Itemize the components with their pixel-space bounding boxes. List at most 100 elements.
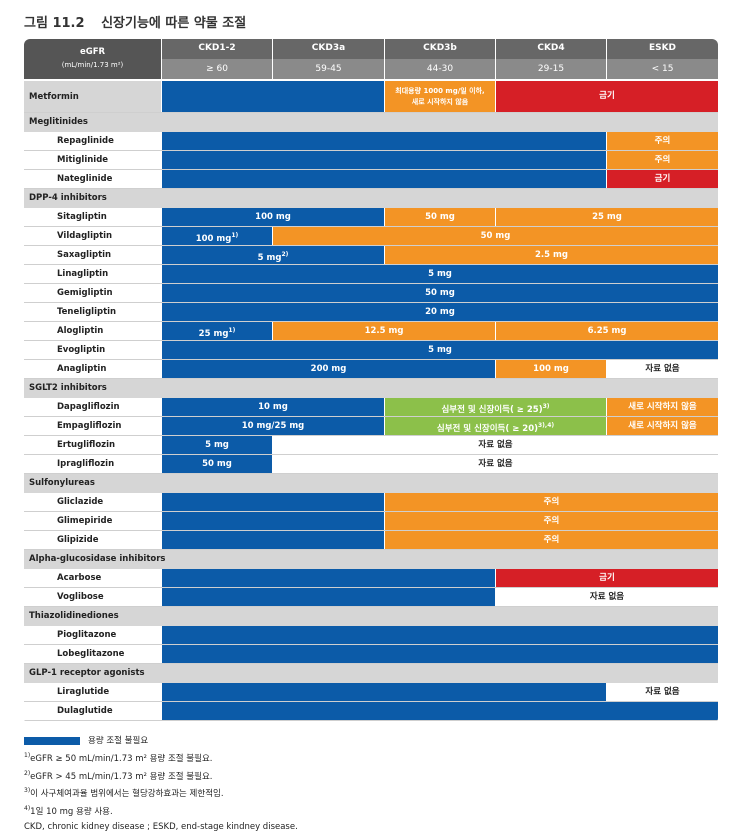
- legend-swatch: [24, 736, 80, 745]
- section-header: Thiazolidinediones: [24, 607, 718, 626]
- drug-name: Sitagliptin: [24, 208, 161, 227]
- section-header: Sulfonylureas: [24, 474, 718, 493]
- stage-header-ckd3b: CKD3b 44-30: [385, 39, 495, 79]
- section-header: DPP-4 inhibitors: [24, 189, 718, 208]
- drug-name: Nateglinide: [24, 170, 161, 189]
- dose-cell: [162, 569, 495, 587]
- dose-cell-text: 2.5 mg: [535, 250, 568, 260]
- legend: 용량 조절 불필요: [24, 734, 148, 746]
- footnote-2-text: eGFR > 45 mL/min/1.73 m² 용량 조절 불필요.: [30, 772, 213, 782]
- row-divider: [24, 188, 718, 189]
- row-divider: [24, 321, 718, 322]
- dose-cell-text: 25 mg: [592, 212, 622, 222]
- row-divider: [24, 283, 718, 284]
- egfr-header: eGFR (mL/min/1.73 m²): [24, 39, 161, 79]
- abbreviations: CKD, chronic kidney disease ; ESKD, end-…: [24, 822, 298, 832]
- footnote-1-marker: 1): [24, 752, 31, 760]
- dose-cell: 6.25 mg: [496, 322, 718, 340]
- dose-cell-text: 금기: [599, 91, 615, 101]
- dose-cell: 주의: [607, 132, 718, 150]
- dose-cell-text: 5 mg: [428, 345, 452, 355]
- dose-cell-text: 자료 없음: [478, 459, 513, 469]
- stage-label: CKD4: [537, 43, 565, 53]
- drug-name: Linagliptin: [24, 265, 161, 284]
- row-divider: [24, 245, 718, 246]
- row-divider: [24, 663, 718, 664]
- row-divider: [24, 302, 718, 303]
- dose-cell-line1: 최대용량 1000 mg/일 이하,: [395, 87, 485, 95]
- drug-name: Anagliptin: [24, 360, 161, 379]
- stage-label: ESKD: [648, 43, 677, 53]
- footnote-marker: 2): [281, 251, 289, 258]
- dose-cell: [162, 626, 718, 644]
- drug-name: Evogliptin: [24, 341, 161, 360]
- drug-name: Metformin: [24, 81, 161, 113]
- drug-name: Gliclazide: [24, 493, 161, 512]
- dose-cell-text: 5 mg: [428, 269, 452, 279]
- drug-name: Glipizide: [24, 531, 161, 550]
- section-header: Alpha-glucosidase inhibitors: [24, 550, 718, 569]
- dose-cell: [162, 588, 495, 606]
- dose-cell-text: 50 mg: [202, 459, 232, 469]
- dose-cell-text: 25 mg: [198, 328, 229, 339]
- egfr-label: eGFR: [79, 47, 106, 57]
- drug-name: Pioglitazone: [24, 626, 161, 645]
- drug-name: Gemigliptin: [24, 284, 161, 303]
- row-divider: [24, 587, 718, 588]
- footnote-marker: 1): [228, 327, 236, 334]
- dose-cell: [162, 81, 384, 112]
- row-divider: [24, 340, 718, 341]
- dose-cell: 심부전 및 신장이득( ≥ 25)3): [385, 398, 606, 416]
- dose-cell: 200 mg: [162, 360, 495, 378]
- stage-label: CKD1-2: [198, 43, 236, 53]
- dose-cell: 5 mg2): [162, 246, 384, 264]
- dose-cell-text: 주의: [543, 535, 560, 545]
- legend-label: 용량 조절 불필요: [88, 736, 149, 746]
- dose-cell-text: 주의: [654, 155, 671, 165]
- stage-header-eskd: ESKD < 15: [607, 39, 718, 79]
- dose-cell-text: 200 mg: [310, 364, 347, 374]
- row-divider: [24, 226, 718, 227]
- dose-cell: [162, 151, 606, 169]
- drug-name: Alogliptin: [24, 322, 161, 341]
- dose-cell-text: 자료 없음: [645, 364, 680, 374]
- drug-name: Empagliflozin: [24, 417, 161, 436]
- drug-name: Ertugliflozin: [24, 436, 161, 455]
- figure-number: 그림 11.2: [24, 16, 85, 31]
- footnote-3: 3)이 사구체여과율 범위에서는 혈당강하효과는 제한적임.: [24, 787, 224, 799]
- dose-cell: 5 mg: [162, 341, 718, 359]
- drug-name: Dulaglutide: [24, 702, 161, 721]
- dose-cell-text: 심부전 및 신장이득( ≥ 25): [441, 404, 543, 415]
- footnote-marker: 1): [231, 232, 239, 239]
- row-divider: [24, 169, 718, 170]
- footnote-4: 4)1일 10 mg 용량 사용.: [24, 805, 113, 817]
- footnote-3-text: 이 사구체여과율 범위에서는 혈당강하효과는 제한적임.: [30, 789, 224, 799]
- dose-cell: [162, 531, 384, 549]
- drug-name: Vildagliptin: [24, 227, 161, 246]
- dose-cell: 자료 없음: [607, 360, 718, 378]
- row-divider: [24, 606, 718, 607]
- egfr-unit: (mL/min/1.73 m²): [61, 61, 124, 69]
- dose-cell-text: 금기: [599, 573, 615, 583]
- dose-cell-text: 10 mg/25 mg: [241, 421, 305, 431]
- dose-cell: 새로 시작하지 않음: [607, 398, 718, 416]
- dose-adjustment-table: eGFR (mL/min/1.73 m²) CKD1-2 ≥ 60 CKD3a 59-…: [24, 39, 718, 724]
- footnote-1-text: eGFR ≥ 50 mL/min/1.73 m² 용량 조절 불필요.: [30, 754, 213, 764]
- dose-cell-text: 새로 시작하지 않음: [628, 402, 697, 412]
- row-divider: [24, 644, 718, 645]
- stage-header-ckd4: CKD4 29-15: [496, 39, 606, 79]
- row-divider: [24, 701, 718, 702]
- dose-cell-text: 5 mg: [205, 440, 229, 450]
- dose-cell: 100 mg1): [162, 227, 272, 245]
- dose-cell-text: 50 mg: [425, 212, 455, 222]
- drug-name: Acarbose: [24, 569, 161, 588]
- dose-cell-text: 50 mg: [425, 288, 455, 298]
- dose-cell: 새로 시작하지 않음: [607, 417, 718, 435]
- dose-cell: 50 mg: [162, 455, 272, 473]
- dose-cell: 심부전 및 신장이득( ≥ 20)3),4): [385, 417, 606, 435]
- row-divider: [24, 549, 718, 550]
- stage-label: CKD3a: [311, 43, 346, 53]
- dose-cell: [162, 683, 606, 701]
- figure-caption: 신장기능에 따른 약물 조절: [101, 16, 247, 31]
- dose-cell: [162, 702, 718, 720]
